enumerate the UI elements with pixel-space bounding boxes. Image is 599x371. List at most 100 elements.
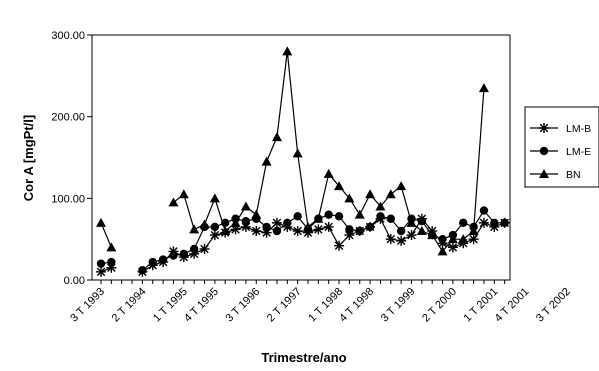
data-point-circle xyxy=(179,249,188,259)
data-point-asterisk xyxy=(478,217,489,228)
series-line-segment xyxy=(100,222,112,248)
data-point-asterisk xyxy=(468,234,479,245)
data-point-circle xyxy=(148,257,157,267)
data-point-triangle xyxy=(292,148,303,158)
data-point-triangle xyxy=(458,234,469,244)
asterisk-stroke xyxy=(231,225,240,234)
data-point-circle xyxy=(107,257,116,267)
y-tick-label: 100.00 xyxy=(51,193,85,205)
legend-item: BN xyxy=(530,169,581,181)
plot-area xyxy=(91,34,511,281)
data-point-triangle xyxy=(189,224,200,234)
data-point-triangle xyxy=(220,226,231,235)
data-point-asterisk xyxy=(447,242,458,253)
data-point-asterisk xyxy=(209,230,220,241)
data-point-circle xyxy=(210,222,220,232)
legend-label: LM-B xyxy=(566,123,591,135)
asterisk-stroke xyxy=(334,241,344,250)
y-axis-title: Cor A [mgPt/l] xyxy=(21,115,36,201)
data-point-triangle xyxy=(447,234,458,244)
data-point-circle xyxy=(539,146,549,156)
data-point-circle xyxy=(479,206,489,215)
data-point-circle xyxy=(293,212,302,221)
data-point-circle xyxy=(500,218,509,228)
data-point-circle xyxy=(396,226,406,236)
data-point-triangle xyxy=(271,132,282,142)
data-point-triangle xyxy=(323,168,334,178)
data-point-triangle xyxy=(251,209,262,219)
asterisk-stroke xyxy=(386,234,396,244)
asterisk-stroke xyxy=(324,222,333,232)
data-point-circle xyxy=(189,244,199,254)
data-point-circle xyxy=(283,218,292,228)
y-tick-label: 0.00 xyxy=(64,275,85,287)
data-point-triangle xyxy=(334,181,345,191)
data-point-triangle xyxy=(478,83,489,93)
asterisk-stroke xyxy=(272,218,282,228)
data-point-circle xyxy=(169,251,178,260)
data-point-triangle xyxy=(416,226,427,235)
legend-label: BN xyxy=(566,169,581,181)
data-point-circle xyxy=(417,217,427,226)
asterisk-stroke xyxy=(469,234,478,244)
data-point-asterisk xyxy=(396,235,407,246)
series-layer xyxy=(96,46,510,277)
data-point-triangle xyxy=(313,213,324,223)
data-point-triangle xyxy=(261,156,272,166)
data-point-circle xyxy=(272,226,282,236)
data-point-circle xyxy=(355,226,364,236)
asterisk-stroke xyxy=(293,226,302,236)
data-point-triangle xyxy=(427,230,438,240)
data-point-circle xyxy=(365,222,375,232)
data-point-asterisk xyxy=(271,217,282,228)
data-point-asterisk xyxy=(539,123,549,133)
data-point-asterisk xyxy=(313,224,324,235)
legend-item: LM-E xyxy=(530,146,591,158)
data-point-circle xyxy=(324,210,333,219)
data-point-triangle xyxy=(406,217,417,227)
asterisk-stroke xyxy=(314,225,323,234)
data-point-circle xyxy=(376,212,385,221)
data-point-circle xyxy=(438,234,447,244)
asterisk-stroke xyxy=(396,236,406,246)
data-point-asterisk xyxy=(323,221,334,232)
asterisk-stroke xyxy=(210,230,220,240)
data-point-circle xyxy=(262,222,271,232)
data-point-asterisk xyxy=(96,266,106,277)
data-point-triangle xyxy=(96,217,106,227)
data-point-circle xyxy=(96,259,106,268)
data-point-circle xyxy=(334,212,344,221)
data-point-triangle xyxy=(385,189,396,199)
data-point-asterisk xyxy=(385,234,396,245)
asterisk-stroke xyxy=(407,230,416,240)
asterisk-stroke xyxy=(479,218,489,228)
data-point-triangle xyxy=(199,219,210,229)
y-tick-label: 200.00 xyxy=(51,112,85,124)
data-point-asterisk xyxy=(251,226,262,236)
data-point-circle xyxy=(490,218,499,228)
x-axis-title: Trimestre/ano xyxy=(261,350,346,365)
asterisk-stroke xyxy=(539,123,549,133)
data-point-triangle xyxy=(365,189,376,199)
data-point-triangle xyxy=(396,181,407,191)
data-point-asterisk xyxy=(406,230,417,241)
data-point-asterisk xyxy=(334,240,345,251)
series-bn xyxy=(96,46,489,256)
data-point-triangle xyxy=(230,217,241,227)
data-point-triangle xyxy=(209,193,220,203)
data-point-triangle xyxy=(168,197,179,207)
data-point-circle xyxy=(138,266,147,275)
legend: LM-B LM-E BN xyxy=(524,106,599,188)
data-point-triangle xyxy=(354,209,365,219)
data-point-triangle xyxy=(437,246,448,256)
y-axis: 0.00 100.00 200.00 300.00 xyxy=(51,30,92,287)
data-point-asterisk xyxy=(292,226,303,236)
data-point-triangle xyxy=(468,226,479,235)
data-point-circle xyxy=(345,225,354,234)
legend-label: LM-E xyxy=(566,146,591,158)
data-point-triangle xyxy=(106,242,117,252)
data-point-triangle xyxy=(282,46,293,56)
